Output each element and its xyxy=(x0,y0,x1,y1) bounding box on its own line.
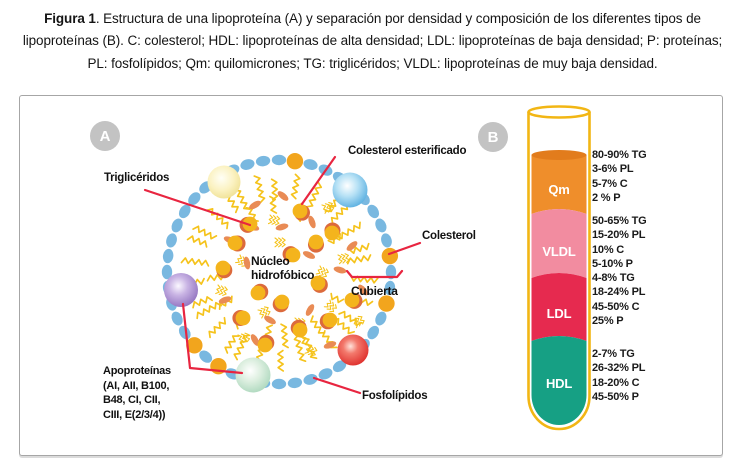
tube-band-label-ldl: LDL xyxy=(547,306,572,321)
colesterol-pointer-line xyxy=(387,241,422,256)
panel-b-badge: B xyxy=(478,122,508,152)
tube-band-hdl xyxy=(531,336,587,425)
caption-text: . Estructura de una lipoproteína (A) y s… xyxy=(22,11,723,71)
test-tube: Qm VLDL LDL HDL xyxy=(527,105,591,431)
composition-hdl: 2-7% TG 26-32% PL 18-20% C 45-50% P xyxy=(592,348,646,404)
tube-band-qm xyxy=(531,155,587,214)
label-fosfolipidos: Fosfolípidos xyxy=(362,390,428,402)
label-trigliceridos: Triglicéridos xyxy=(104,172,170,184)
composition-qm: 80-90% TG 3-6% PL 5-7% C 2 % P xyxy=(592,149,647,205)
figure-box: Qm VLDL LDL HDL A B Triglicéridos Colest… xyxy=(19,95,723,456)
label-apoproteinas: Apoproteínas (AI, AII, B100, B48, CI, CI… xyxy=(103,365,171,421)
tube-band-vldl xyxy=(531,209,587,278)
caption-figure-label: Figura 1 xyxy=(44,11,96,26)
tube-rim xyxy=(527,105,591,119)
tube-band-ldl xyxy=(531,273,587,341)
tube-band-label-vldl: VLDL xyxy=(542,244,575,259)
tube-outline xyxy=(527,112,591,431)
composition-ldl: 4-8% TG 18-24% PL 45-50% C 25% P xyxy=(592,272,646,328)
tube-band-label-hdl: HDL xyxy=(546,376,572,391)
colesterol-esterificado-pointer-line xyxy=(300,155,337,206)
trigliceridos-pointer-line xyxy=(143,188,252,227)
figure-caption: Figura 1. Estructura de una lipoproteína… xyxy=(18,8,727,75)
tube-band-qm-meniscus xyxy=(531,150,587,160)
panel-a-badge: A xyxy=(90,121,120,151)
composition-vldl: 50-65% TG 15-20% PL 10% C 5-10% P xyxy=(592,215,647,271)
label-colesterol-esterificado: Colesterol esterificado xyxy=(348,145,467,157)
lipoprotein-diagram xyxy=(161,152,399,393)
label-colesterol: Colesterol xyxy=(422,230,476,242)
cubierta-bracket xyxy=(345,269,404,279)
tube-band-label-qm: Qm xyxy=(548,182,569,197)
apoproteinas-pointer-line xyxy=(181,302,244,375)
annotation-pointer-lines xyxy=(143,155,422,395)
fosfolipidos-pointer-line xyxy=(312,376,362,395)
figure-graphic: Qm VLDL LDL HDL xyxy=(143,105,591,431)
label-nucleo-hidrofobico: Núcleo hidrofóbico xyxy=(251,254,315,282)
label-cubierta: Cubierta xyxy=(351,284,398,298)
